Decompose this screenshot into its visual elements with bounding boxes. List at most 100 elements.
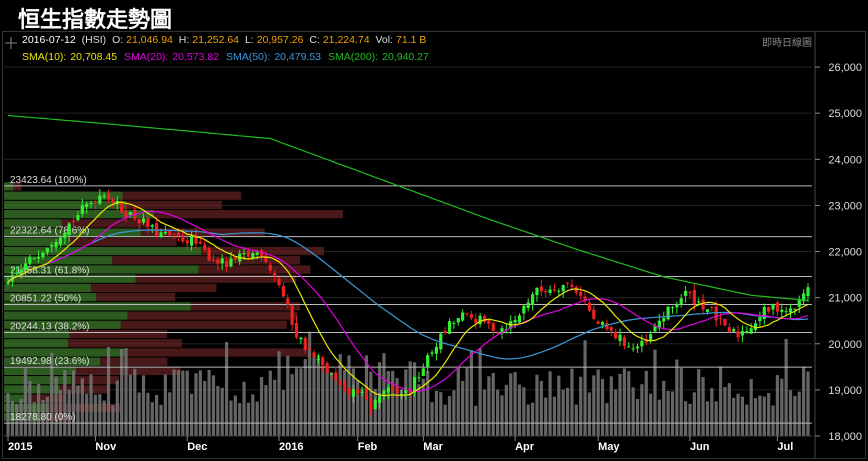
symbol-label: (HSI) xyxy=(81,34,107,46)
volume-bar xyxy=(417,384,421,436)
volume-bar xyxy=(618,373,622,436)
volume-bar xyxy=(653,349,657,436)
volume-bar xyxy=(50,353,54,436)
volume-bar xyxy=(115,380,119,436)
volume-bar xyxy=(76,385,80,436)
volume-bar xyxy=(268,370,272,436)
candle-up xyxy=(251,252,255,259)
candle-down xyxy=(469,314,473,319)
title-bar: 恒生指數走勢圖 xyxy=(0,0,868,33)
volume-bar xyxy=(509,373,513,436)
candle-down xyxy=(308,348,312,350)
volume-bar xyxy=(430,402,434,436)
volume-bar xyxy=(124,348,128,436)
sma10-value: 20,708.45 xyxy=(70,51,118,63)
candle-down xyxy=(325,363,329,374)
candle-up xyxy=(447,321,452,334)
volume-bar xyxy=(37,383,41,436)
candle-up xyxy=(159,232,163,237)
volume-bar xyxy=(522,387,526,436)
candle-up xyxy=(653,325,657,332)
candle-up xyxy=(670,307,675,309)
volume-bar xyxy=(622,368,626,436)
volume-bar xyxy=(740,396,745,436)
volume-bar xyxy=(159,404,163,436)
crosshair-icon[interactable] xyxy=(5,37,17,49)
volume-bar xyxy=(439,392,443,436)
volume-bar xyxy=(474,405,478,436)
volume-bar xyxy=(290,374,294,436)
volume-bar xyxy=(216,385,220,436)
volume-profile-bar-down xyxy=(198,265,311,274)
candle-up xyxy=(434,346,439,354)
volume-bar xyxy=(194,373,198,436)
candle-up xyxy=(15,273,19,275)
candle-up xyxy=(452,322,456,324)
candle-down xyxy=(146,218,150,228)
low-value: 20,957.26 xyxy=(256,34,304,46)
volume-bar xyxy=(688,403,692,436)
x-tick-label: May xyxy=(598,441,620,453)
volume-bar xyxy=(426,370,430,436)
candle-up xyxy=(58,237,63,245)
volume-bar xyxy=(32,402,36,436)
volume-profile-bar-up xyxy=(4,348,126,357)
candle-down xyxy=(539,286,543,292)
candle-down xyxy=(583,296,587,302)
candle-up xyxy=(732,329,736,332)
candle-up xyxy=(150,225,154,227)
volume-bar xyxy=(264,385,268,436)
candle-down xyxy=(544,290,548,293)
volume-bar xyxy=(198,370,202,436)
volume-profile-bar-down xyxy=(153,210,344,219)
ohlc-readout: 2016-07-12 (HSI) O: 21,046.94 H: 21,252.64… xyxy=(22,34,429,46)
candle-down xyxy=(347,388,351,395)
candle-down xyxy=(356,388,360,394)
volume-bar xyxy=(718,366,723,436)
volume-bar xyxy=(111,405,115,436)
candle-up xyxy=(37,257,41,259)
volume-bar xyxy=(71,370,76,436)
vol-value: 71.1 B xyxy=(396,34,427,46)
volume-bar xyxy=(181,370,185,436)
y-tick-label: 23,000 xyxy=(828,200,862,212)
candle-up xyxy=(762,306,766,319)
volume-bar xyxy=(496,389,500,436)
candle-up xyxy=(351,388,355,397)
volume-bar xyxy=(172,369,176,436)
volume-bar xyxy=(605,403,609,436)
chart-mode-toggle[interactable]: 即時日線圖 xyxy=(762,38,812,49)
volume-profile-bar-up xyxy=(4,302,191,311)
candle-down xyxy=(106,193,111,200)
sma50-label: SMA(50): xyxy=(225,51,271,63)
volume-bar xyxy=(640,384,644,436)
volume-bar xyxy=(412,362,417,436)
volume-bar xyxy=(692,392,696,436)
volume-profile-bar-up xyxy=(4,320,121,329)
candle-down xyxy=(474,318,478,324)
candle-down xyxy=(277,278,281,286)
volume-bar xyxy=(710,388,714,436)
volume-bar xyxy=(128,374,133,436)
y-tick-label: 19,000 xyxy=(828,385,862,397)
sma50-line xyxy=(7,229,809,360)
volume-bar xyxy=(662,380,666,436)
volume-bar xyxy=(242,381,246,436)
candle-up xyxy=(163,231,167,234)
candle-up xyxy=(229,258,233,267)
candle-down xyxy=(364,389,369,400)
volume-bar xyxy=(308,331,312,436)
candle-up xyxy=(6,281,10,284)
candle-down xyxy=(93,201,98,204)
candle-down xyxy=(264,255,268,263)
volume-profile-bar-up xyxy=(4,200,127,210)
volume-bar xyxy=(255,401,259,436)
volume-profile-bar-up xyxy=(4,293,97,302)
volume-bar xyxy=(28,381,32,436)
volume-bar xyxy=(469,350,473,436)
volume-profile-bar-up xyxy=(4,329,70,339)
candle-down xyxy=(714,306,718,321)
candle-up xyxy=(242,253,246,255)
volume-profile-bar-up xyxy=(4,274,136,283)
